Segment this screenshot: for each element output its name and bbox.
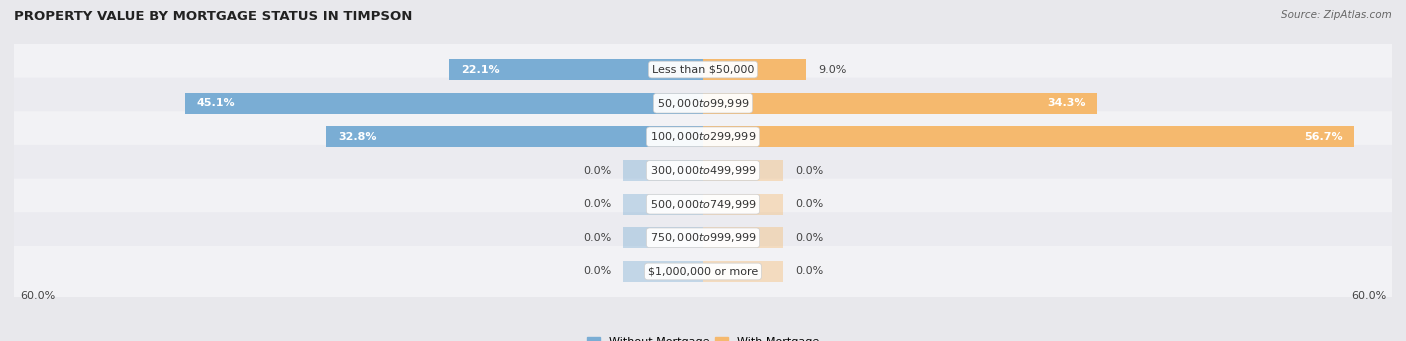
Text: $50,000 to $99,999: $50,000 to $99,999 — [657, 97, 749, 110]
Text: $100,000 to $299,999: $100,000 to $299,999 — [650, 130, 756, 143]
Text: 0.0%: 0.0% — [794, 266, 823, 277]
Text: 0.0%: 0.0% — [583, 199, 612, 209]
FancyBboxPatch shape — [11, 78, 1395, 129]
Bar — [450, 59, 703, 80]
Bar — [703, 261, 783, 282]
Text: 0.0%: 0.0% — [794, 165, 823, 176]
Text: 0.0%: 0.0% — [794, 199, 823, 209]
Text: $1,000,000 or more: $1,000,000 or more — [648, 266, 758, 277]
Text: 0.0%: 0.0% — [583, 266, 612, 277]
Bar — [703, 127, 1354, 147]
Text: 9.0%: 9.0% — [818, 64, 846, 75]
Legend: Without Mortgage, With Mortgage: Without Mortgage, With Mortgage — [582, 332, 824, 341]
Text: 60.0%: 60.0% — [20, 291, 55, 301]
Text: 0.0%: 0.0% — [583, 165, 612, 176]
Text: 60.0%: 60.0% — [1351, 291, 1386, 301]
Bar — [703, 59, 807, 80]
FancyBboxPatch shape — [11, 212, 1395, 263]
Text: 32.8%: 32.8% — [337, 132, 377, 142]
Bar — [623, 194, 703, 214]
Text: $750,000 to $999,999: $750,000 to $999,999 — [650, 231, 756, 244]
Text: 0.0%: 0.0% — [583, 233, 612, 243]
FancyBboxPatch shape — [11, 246, 1395, 297]
Text: $500,000 to $749,999: $500,000 to $749,999 — [650, 198, 756, 211]
Bar — [703, 93, 1097, 114]
Text: PROPERTY VALUE BY MORTGAGE STATUS IN TIMPSON: PROPERTY VALUE BY MORTGAGE STATUS IN TIM… — [14, 10, 412, 23]
Text: Source: ZipAtlas.com: Source: ZipAtlas.com — [1281, 10, 1392, 20]
Bar — [623, 261, 703, 282]
FancyBboxPatch shape — [11, 145, 1395, 196]
FancyBboxPatch shape — [11, 44, 1395, 95]
Bar — [186, 93, 703, 114]
Text: 45.1%: 45.1% — [197, 98, 235, 108]
FancyBboxPatch shape — [11, 179, 1395, 230]
Text: 22.1%: 22.1% — [461, 64, 499, 75]
Text: 56.7%: 56.7% — [1303, 132, 1343, 142]
Bar — [703, 160, 783, 181]
Bar — [326, 127, 703, 147]
Text: $300,000 to $499,999: $300,000 to $499,999 — [650, 164, 756, 177]
Bar — [703, 194, 783, 214]
Bar — [703, 227, 783, 248]
Text: Less than $50,000: Less than $50,000 — [652, 64, 754, 75]
Bar — [623, 160, 703, 181]
Bar — [623, 227, 703, 248]
FancyBboxPatch shape — [11, 111, 1395, 162]
Text: 0.0%: 0.0% — [794, 233, 823, 243]
Text: 34.3%: 34.3% — [1047, 98, 1085, 108]
